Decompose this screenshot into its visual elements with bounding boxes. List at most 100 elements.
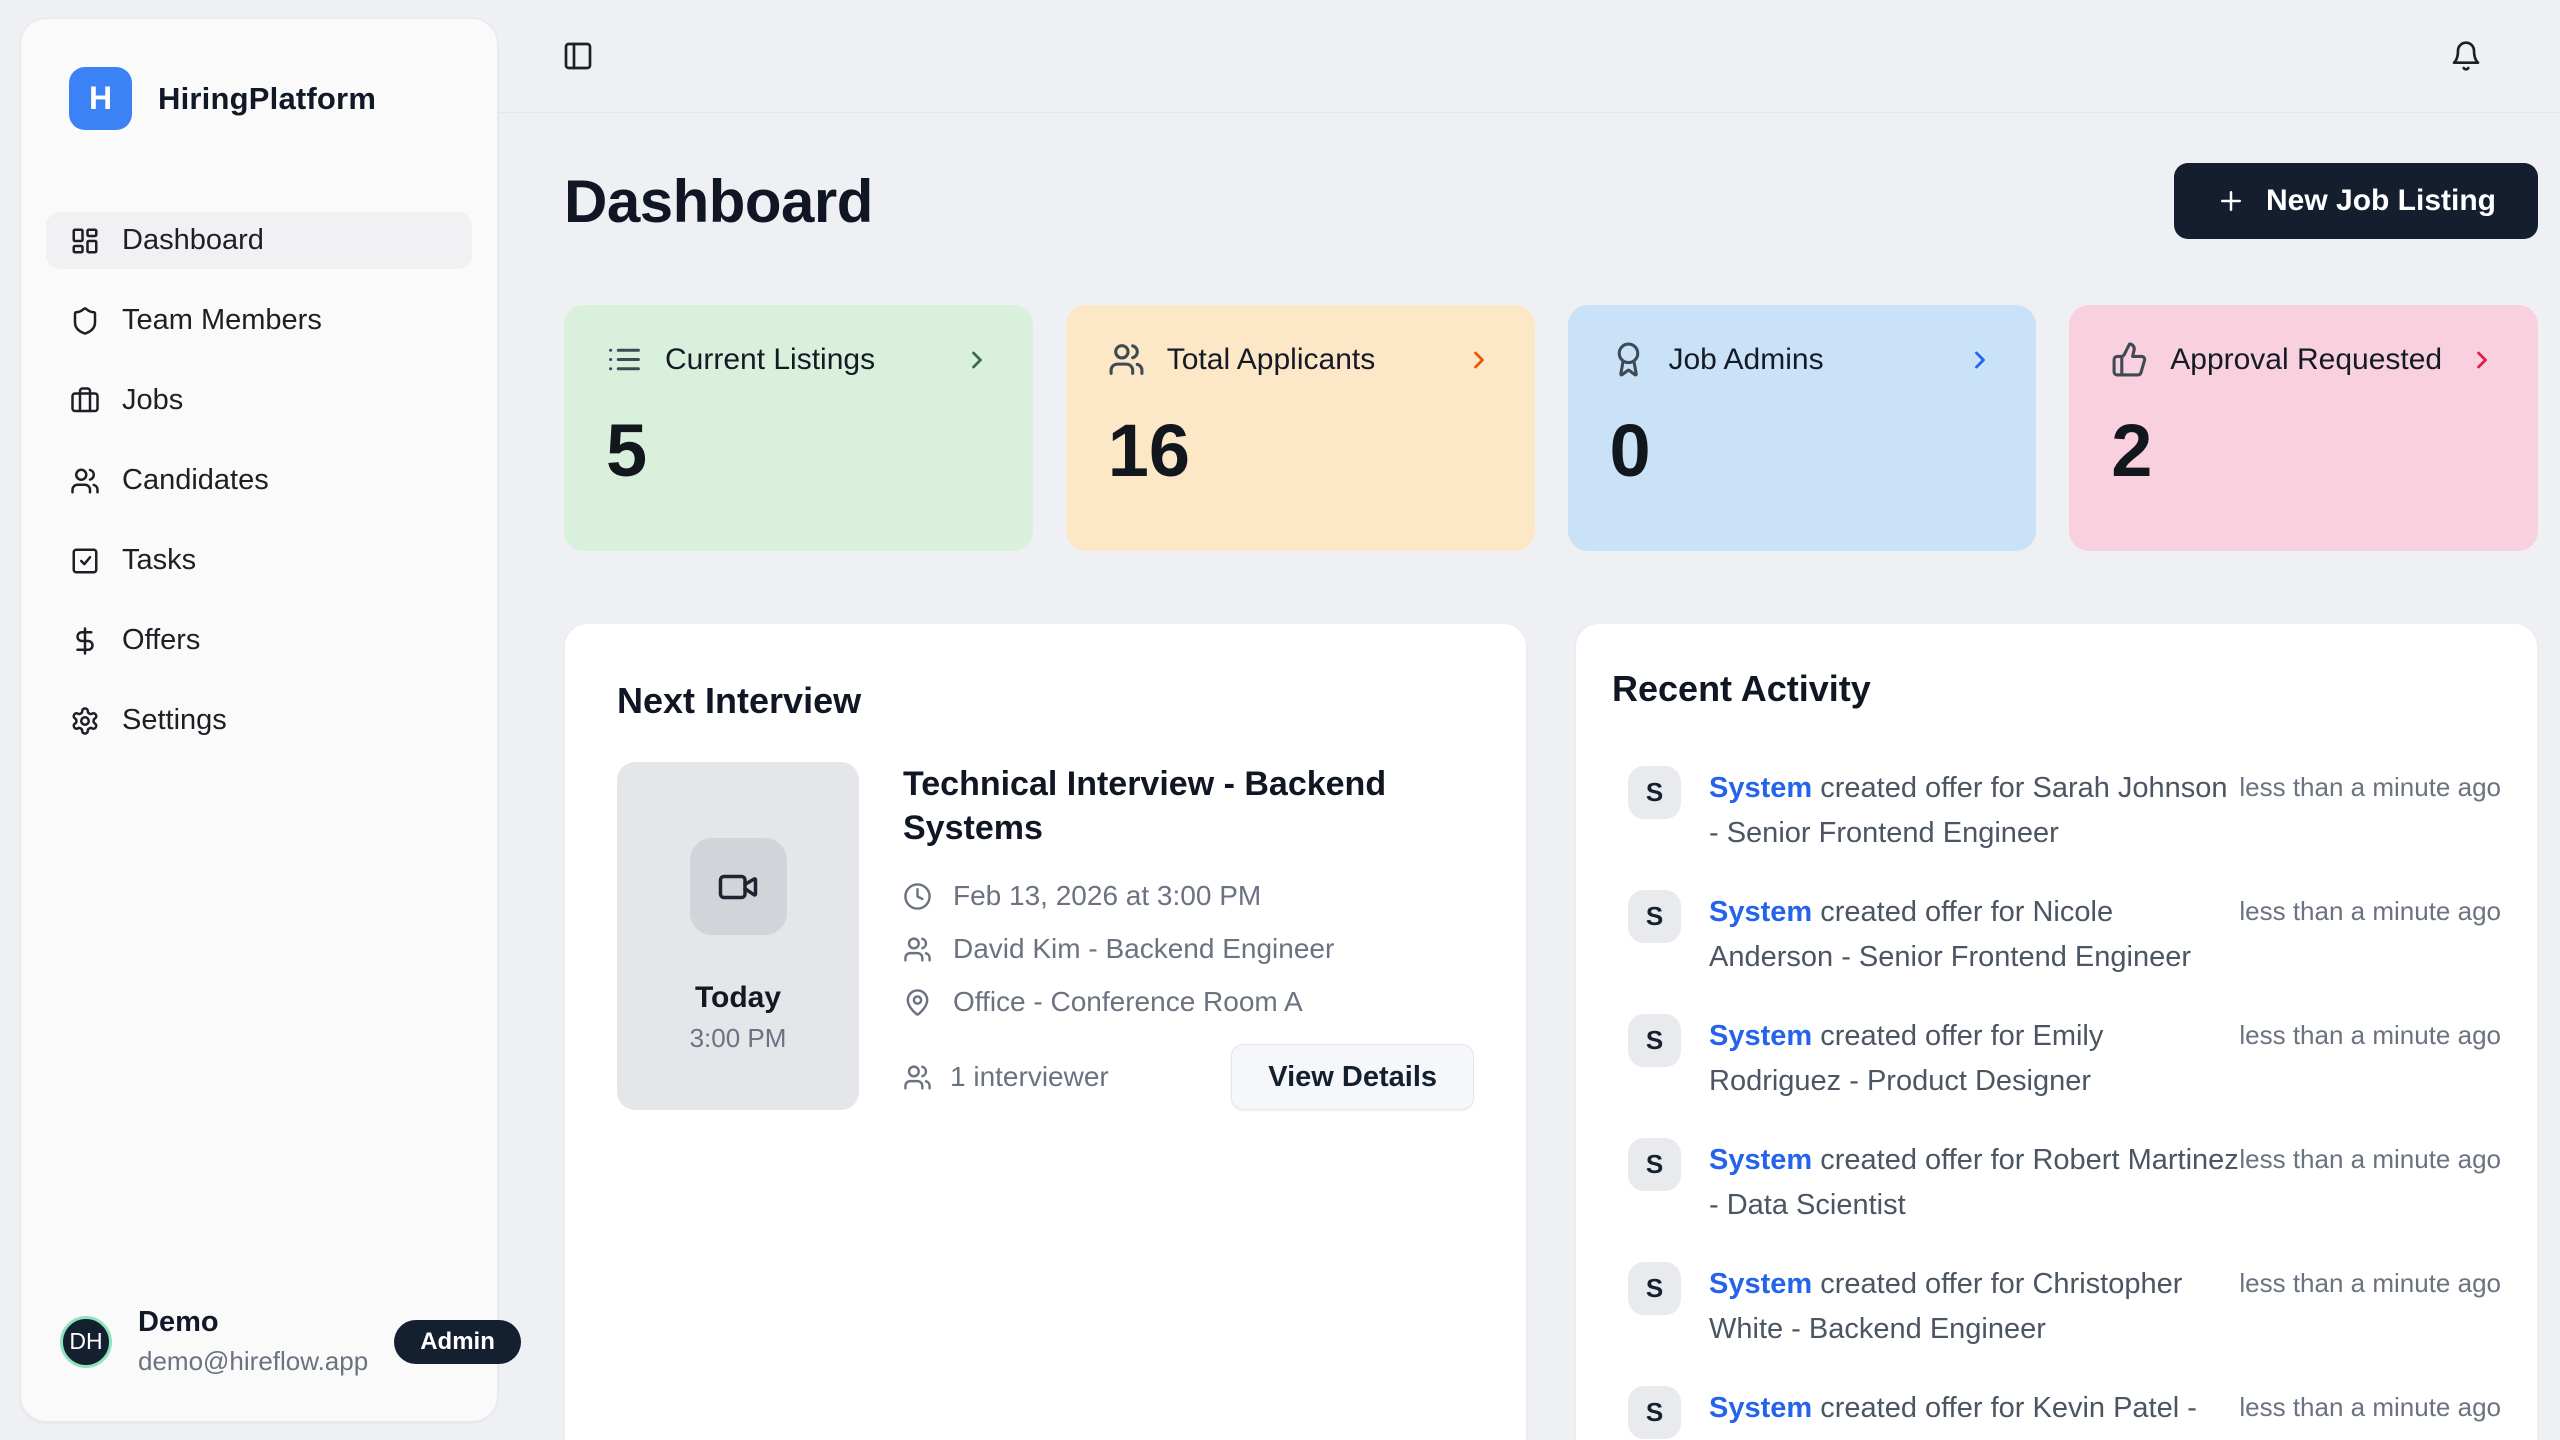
activity-item[interactable]: S System created offer for Kevin Patel -…	[1612, 1386, 2501, 1440]
interview-details: Technical Interview - Backend Systems Fe…	[903, 762, 1474, 1110]
activity-timestamp: less than a minute ago	[2239, 1144, 2501, 1174]
plus-icon	[2216, 186, 2246, 216]
interview-datebox: Today 3:00 PM	[617, 762, 859, 1110]
activity-avatar: S	[1628, 1014, 1681, 1067]
stat-head: Job Admins	[1610, 341, 1995, 378]
interviewer-count: 1 interviewer	[903, 1061, 1109, 1093]
activity-description: created offer for Christopher White - Ba…	[1709, 1268, 2183, 1345]
sidebar-item-offers[interactable]: Offers	[46, 612, 472, 669]
activity-text: System created offer for Robert Martinez…	[1709, 1138, 2239, 1228]
activity-text: System created offer for Sarah Johnson -…	[1709, 766, 2239, 856]
stat-head: Current Listings	[606, 341, 991, 378]
role-badge: Admin	[394, 1319, 521, 1364]
stat-card-job-admins[interactable]: Job Admins 0	[1567, 305, 2037, 551]
users-icon	[1108, 341, 1145, 378]
brand: H HiringPlatform	[21, 19, 497, 130]
users-icon	[903, 1063, 932, 1092]
interview-person: David Kim - Backend Engineer	[953, 933, 1335, 964]
sidebar-item-label: Offers	[122, 624, 201, 656]
stat-card-total-applicants[interactable]: Total Applicants 16	[1065, 305, 1535, 551]
interview-location: Office - Conference Room A	[953, 986, 1303, 1017]
sidebar-item-settings[interactable]: Settings	[46, 692, 472, 749]
stat-card-current-listings[interactable]: Current Listings 5	[564, 305, 1033, 551]
sidebar-item-jobs[interactable]: Jobs	[46, 372, 472, 429]
activity-timestamp: less than a minute ago	[2239, 1268, 2501, 1298]
stats-row: Current Listings 5 Total Applicants	[564, 305, 2538, 551]
view-details-button[interactable]: View Details	[1231, 1044, 1474, 1110]
avatar: DH	[60, 1315, 112, 1368]
square-check-icon	[70, 546, 100, 576]
recent-activity-heading: Recent Activity	[1612, 668, 1871, 709]
activity-item[interactable]: S System created offer for Emily Rodrigu…	[1612, 1014, 2501, 1104]
panels-row: Next Interview Today 3:00 PM Technical I…	[564, 623, 2538, 1440]
activity-actor: System	[1709, 1144, 1813, 1176]
new-job-listing-label: New Job Listing	[2265, 184, 2496, 217]
sidebar-item-label: Team Members	[122, 304, 322, 336]
interview-location-row: Office - Conference Room A	[903, 986, 1474, 1018]
interviewer-count-label: 1 interviewer	[950, 1061, 1109, 1092]
stat-label: Total Applicants	[1166, 342, 1376, 376]
stat-head: Total Applicants	[1108, 341, 1493, 378]
activity-timestamp: less than a minute ago	[2239, 772, 2501, 802]
chevron-right-icon	[1465, 346, 1493, 374]
sidebar-item-label: Tasks	[122, 544, 197, 576]
activity-description: created offer for Kevin Patel - Data Sci…	[1709, 1392, 2197, 1440]
activity-item[interactable]: S System created offer for Nicole Anders…	[1612, 890, 2501, 980]
activity-item[interactable]: S System created offer for Christopher W…	[1612, 1262, 2501, 1352]
stat-label: Job Admins	[1668, 342, 1824, 376]
activity-timestamp: less than a minute ago	[2239, 1392, 2501, 1422]
user-meta: Demo demo@hireflow.app	[138, 1306, 368, 1377]
activity-description: created offer for Robert Martinez - Data…	[1709, 1144, 2239, 1221]
sidebar-item-label: Dashboard	[122, 224, 264, 256]
content: Dashboard New Job Listing Current Listin…	[498, 163, 2560, 1440]
users-icon	[70, 466, 100, 496]
recent-activity-panel: Recent Activity S System created offer f…	[1575, 623, 2538, 1440]
dollar-sign-icon	[70, 626, 100, 656]
activity-avatar: S	[1628, 766, 1681, 819]
bell-icon	[2450, 40, 2482, 72]
layout-dashboard-icon	[70, 226, 100, 256]
activity-timestamp: less than a minute ago	[2239, 1020, 2501, 1050]
sidebar-item-dashboard[interactable]: Dashboard	[46, 212, 472, 269]
sidebar-item-candidates[interactable]: Candidates	[46, 452, 472, 509]
interview-person-row: David Kim - Backend Engineer	[903, 933, 1474, 965]
next-interview-panel: Next Interview Today 3:00 PM Technical I…	[564, 623, 1527, 1440]
stat-label: Approval Requested	[2170, 342, 2443, 376]
interview-footer: 1 interviewer View Details	[903, 1044, 1474, 1110]
user-email: demo@hireflow.app	[138, 1346, 369, 1376]
sidebar: H HiringPlatform Dashboard Team Members …	[20, 18, 521, 1422]
new-job-listing-button[interactable]: New Job Listing	[2173, 163, 2538, 239]
stat-value: 16	[1107, 409, 1191, 492]
users-icon	[903, 935, 932, 964]
stat-card-approval-requested[interactable]: Approval Requested 2	[2069, 305, 2538, 551]
sidebar-nav: Dashboard Team Members Jobs Candidates T…	[21, 212, 497, 749]
notifications-button[interactable]	[2450, 40, 2482, 72]
interview-title: Technical Interview - Backend Systems	[903, 765, 1387, 847]
activity-description: created offer for Nicole Anderson - Seni…	[1709, 896, 2192, 973]
stat-label: Current Listings	[665, 342, 876, 376]
sidebar-toggle-button[interactable]	[562, 40, 594, 72]
activity-item[interactable]: S System created offer for Sarah Johnson…	[1612, 766, 2501, 856]
interview-datetime-row: Feb 13, 2026 at 3:00 PM	[903, 880, 1474, 912]
sidebar-item-team-members[interactable]: Team Members	[46, 292, 472, 349]
sidebar-item-label: Candidates	[122, 464, 269, 496]
activity-avatar: S	[1628, 1262, 1681, 1315]
sidebar-item-label: Settings	[122, 704, 227, 736]
briefcase-icon	[70, 386, 100, 416]
sidebar-item-tasks[interactable]: Tasks	[46, 532, 472, 589]
thumbs-up-icon	[2111, 341, 2148, 378]
page-header: Dashboard New Job Listing	[564, 163, 2538, 239]
interview-body: Today 3:00 PM Technical Interview - Back…	[617, 762, 1474, 1110]
activity-actor: System	[1709, 772, 1813, 804]
gear-icon	[70, 706, 100, 736]
activity-actor: System	[1709, 1392, 1813, 1424]
brand-logo: H	[69, 67, 132, 130]
video-camera-icon	[689, 838, 787, 935]
page-title: Dashboard	[564, 167, 873, 235]
activity-timestamp: less than a minute ago	[2239, 896, 2501, 926]
shield-icon	[70, 306, 100, 336]
activity-description: created offer for Sarah Johnson - Senior…	[1709, 772, 2228, 849]
activity-item[interactable]: S System created offer for Robert Martin…	[1612, 1138, 2501, 1228]
user-card[interactable]: DH Demo demo@hireflow.app Admin	[21, 1306, 521, 1377]
main-region: Dashboard New Job Listing Current Listin…	[498, 0, 2560, 1440]
